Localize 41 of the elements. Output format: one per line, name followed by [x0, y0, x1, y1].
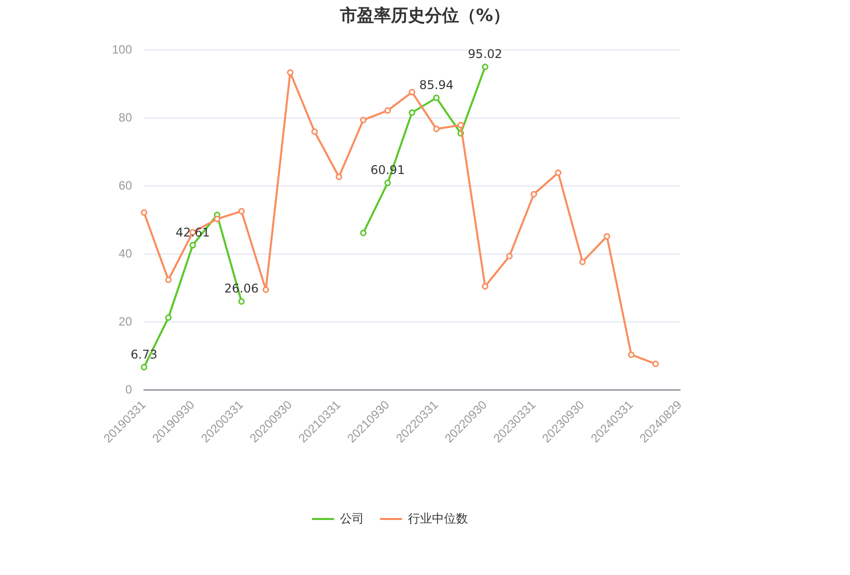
- point: [286, 69, 294, 76]
- point: [482, 283, 488, 290]
- point: [140, 364, 148, 370]
- legend-label: 公司: [340, 511, 364, 526]
- point: [554, 170, 562, 176]
- point: [384, 107, 391, 114]
- point: [140, 209, 148, 216]
- y-tick-label: 100: [112, 42, 132, 56]
- point: [408, 88, 416, 96]
- point: [214, 216, 220, 222]
- point: [165, 276, 172, 284]
- y-tick-label: 0: [125, 382, 132, 396]
- point: [238, 208, 245, 214]
- point: [433, 126, 440, 132]
- y-tick-label: 60: [118, 178, 132, 192]
- point: [457, 122, 464, 128]
- y-tick-label: 20: [118, 314, 132, 328]
- point: [604, 233, 610, 240]
- point: [579, 258, 586, 266]
- y-tick-label: 40: [118, 246, 132, 260]
- point: [262, 286, 270, 293]
- point: [408, 109, 416, 116]
- point: [238, 298, 245, 305]
- point: [506, 252, 513, 260]
- point: [652, 360, 659, 368]
- point: [360, 230, 367, 236]
- point: [628, 351, 635, 358]
- point: [311, 128, 318, 135]
- data-label: 95.02: [468, 47, 502, 62]
- point: [360, 116, 367, 124]
- data-label: 85.94: [419, 78, 454, 92]
- point: [433, 94, 440, 102]
- point: [530, 190, 538, 198]
- y-tick-label: 80: [118, 110, 132, 124]
- legend-label: 行业中位数: [408, 511, 468, 526]
- point: [165, 314, 172, 321]
- chart-title: 市盈率历史分位（%）: [338, 5, 512, 27]
- point: [336, 174, 342, 180]
- point: [482, 64, 488, 70]
- point: [384, 180, 391, 186]
- point: [189, 242, 196, 248]
